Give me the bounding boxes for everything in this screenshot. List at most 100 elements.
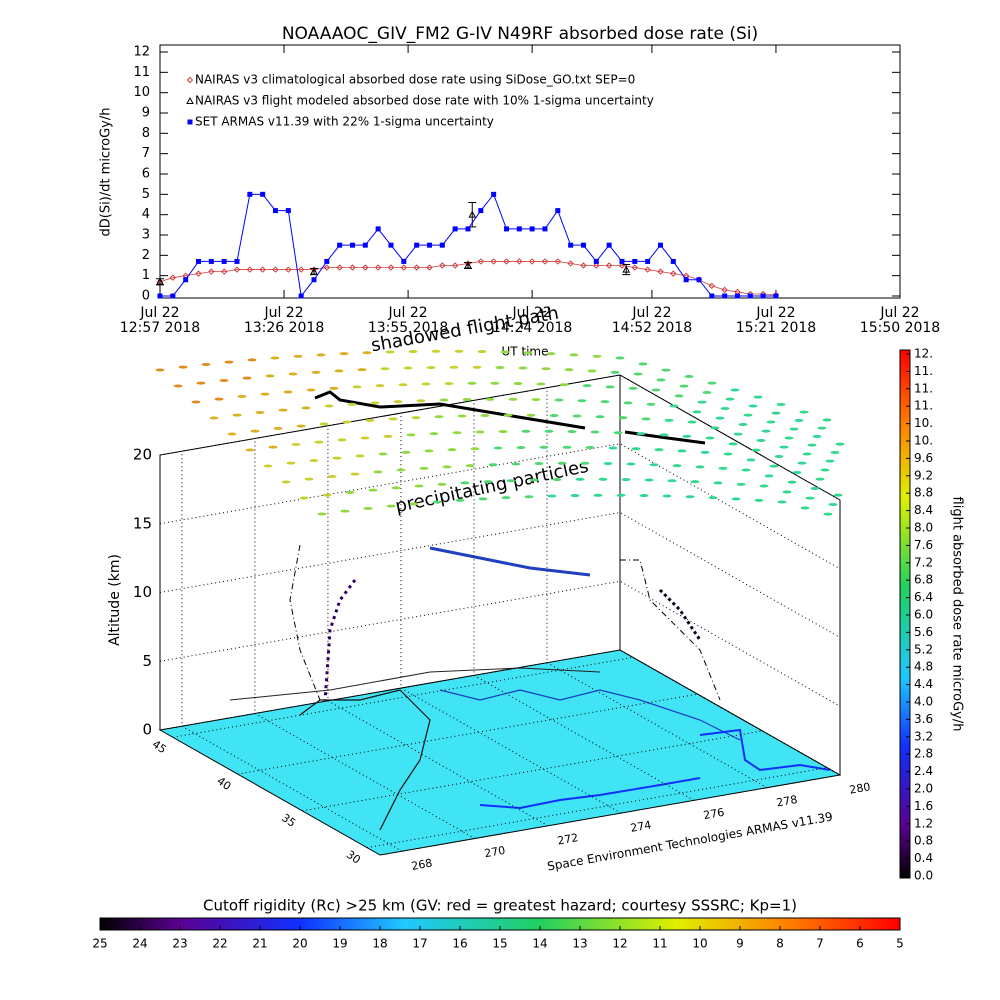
dose-mark: [608, 446, 618, 450]
dose-mark: [751, 448, 761, 452]
dose-mark: [501, 496, 511, 500]
dose-mark: [812, 434, 822, 438]
point: [464, 261, 472, 269]
dose-mark: [457, 414, 467, 418]
dose-mark: [447, 448, 457, 452]
point: [374, 264, 382, 271]
z-tick-label: 15: [133, 514, 152, 532]
dose-mark: [628, 386, 638, 390]
dose-mark: [429, 432, 439, 436]
lon-tick-label: 272: [556, 831, 579, 847]
point: [400, 264, 408, 271]
dose-mark: [426, 366, 436, 370]
dose-mark: [299, 496, 309, 500]
dose-mark: [309, 458, 319, 462]
point: [375, 226, 381, 232]
colorbar-tick-label: 3.6: [914, 712, 933, 726]
point: [362, 264, 369, 271]
dose-mark: [467, 381, 477, 385]
dose-mark: [455, 498, 465, 502]
dose-mark: [569, 353, 579, 357]
dose-mark: [754, 498, 764, 502]
colorbar-tick-label: 8: [776, 937, 784, 951]
point: [324, 258, 330, 264]
coastline: [479, 777, 701, 810]
dose-mark: [411, 416, 421, 420]
lat-tick-label: 45: [150, 738, 169, 757]
dose-mark: [301, 406, 311, 410]
dose-mark: [311, 370, 321, 374]
flight-path: [314, 390, 586, 430]
point: [297, 266, 305, 273]
dose-mark: [659, 433, 669, 437]
colorbar-tick-label: 7: [816, 937, 824, 951]
dose-mark: [442, 465, 452, 469]
colorbar-tick-label: 18: [372, 937, 387, 951]
colorbar-tick-label: 11: [652, 937, 667, 951]
z-axis-label: Altitude (km): [107, 554, 123, 646]
dose-mark: [807, 443, 817, 447]
dose-mark: [592, 354, 602, 358]
dose-mark: [483, 480, 493, 484]
dose-mark: [646, 402, 656, 406]
dose-mark: [383, 434, 393, 438]
lon-tick-label: 278: [775, 793, 798, 809]
dose-mark: [753, 395, 763, 399]
colorbar-tick-label: 4.0: [914, 695, 933, 709]
dose-mark: [697, 400, 707, 404]
colorbar-tick-label: 6.4: [914, 590, 933, 604]
dose-mark: [365, 418, 375, 422]
dose-mark: [322, 493, 332, 497]
y-tick-label: 9: [142, 106, 150, 121]
dose-mark: [672, 464, 682, 468]
x-axis-label: UT time: [501, 345, 548, 359]
point: [568, 242, 574, 248]
point: [323, 264, 331, 271]
point: [208, 258, 214, 264]
colorbar-tick-label: 25: [92, 937, 107, 951]
x-tick-label: 15:50 2018: [860, 320, 940, 336]
colorbar-tick-label: 4.4: [914, 677, 933, 691]
grid-line: [400, 413, 622, 814]
dose-mark: [771, 411, 781, 415]
point: [195, 258, 201, 264]
point: [388, 242, 394, 248]
point: [234, 258, 240, 264]
point: [195, 270, 202, 277]
dose-mark: [636, 432, 646, 436]
y-tick-label: 3: [142, 228, 150, 243]
colorbar-tick-label: 15: [492, 937, 507, 951]
dose-mark: [380, 367, 390, 371]
dose-mark: [490, 381, 500, 385]
dose-mark: [820, 468, 830, 472]
point: [632, 258, 638, 264]
dose-mark: [416, 399, 426, 403]
dose-mark: [524, 495, 534, 499]
dose-mark: [334, 369, 344, 373]
colorbar-tick-label: 16: [452, 937, 467, 951]
dose-mark: [316, 353, 326, 357]
colorbar-tick-label: 11.: [914, 364, 933, 378]
colorbar-tick-label: 5.6: [914, 625, 933, 639]
dose-mark: [286, 461, 296, 465]
dose-mark: [564, 368, 574, 372]
dose-mark: [317, 512, 327, 516]
point: [734, 293, 740, 299]
lon-tick-label: 270: [483, 844, 506, 860]
dose-mark: [319, 422, 329, 426]
dose-mark: [250, 429, 260, 433]
dose-mark: [618, 416, 628, 420]
colorbar-tick-label: 9: [736, 937, 744, 951]
x-tick-label: Jul 22: [879, 305, 919, 321]
dose-mark: [828, 502, 838, 506]
colorbar-tick-label: 2.4: [914, 764, 933, 778]
point: [426, 264, 433, 271]
colorbar-tick-label: 17: [412, 937, 427, 951]
point: [247, 191, 253, 197]
point: [516, 226, 522, 232]
dose-mark: [485, 397, 495, 401]
dose-mark: [523, 351, 533, 355]
dose-mark: [437, 482, 447, 486]
dose-mark: [656, 378, 666, 382]
x-tick-label: Jul 22: [263, 305, 303, 321]
